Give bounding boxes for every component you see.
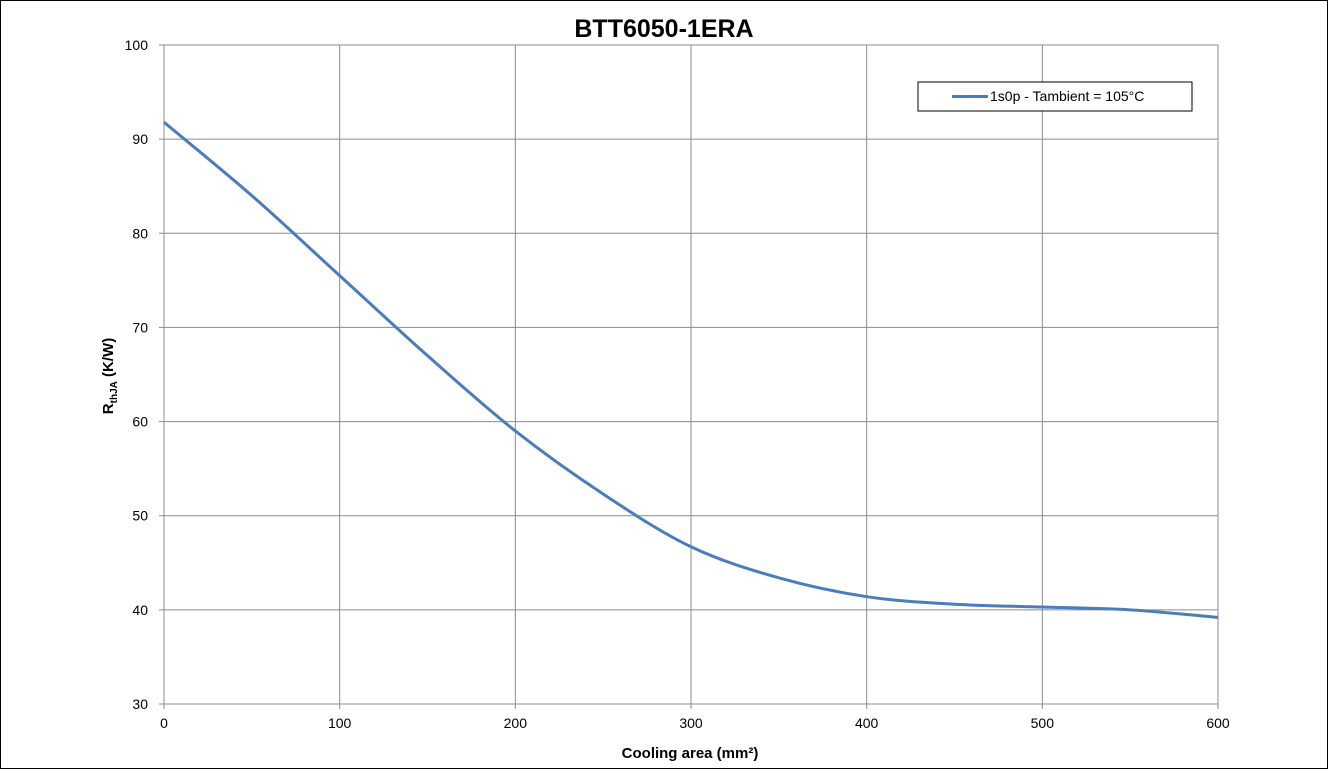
legend-entry-label: 1s0p - Tambient = 105°C [990,88,1144,104]
y-tick-label: 30 [132,696,148,712]
y-tick-label: 60 [132,414,148,430]
y-tick-label: 100 [125,37,149,53]
x-tick-label: 500 [1031,715,1055,731]
gridlines [159,44,1219,709]
y-tick-label: 70 [132,319,148,335]
chart-title: BTT6050-1ERA [574,15,753,43]
legend: 1s0p - Tambient = 105°C [917,81,1193,112]
y-tick-label: 90 [132,131,148,147]
y-axis-label: RthJA (K/W) [100,338,120,414]
series-lines [163,121,1219,619]
y-axis-label-subscript: thJA [109,381,120,403]
tick-labels: 30 40 50 60 70 80 90 100 0 100 200 300 400 500 600 [125,37,1230,731]
x-tick-label: 300 [679,715,703,731]
x-axis-label: Cooling area (mm²) [622,745,759,762]
y-tick-label: 80 [132,225,148,241]
y-axis-label-suffix: (K/W) [100,338,117,381]
y-tick-label: 50 [132,508,148,524]
y-tick-label: 40 [132,602,148,618]
x-tick-label: 400 [855,715,879,731]
x-tick-label: 0 [160,715,168,731]
x-tick-label: 200 [504,715,528,731]
y-axis-label-main: R [100,403,117,414]
x-tick-label: 600 [1206,715,1230,731]
series-line-0 [163,121,1219,619]
x-tick-label: 100 [328,715,352,731]
